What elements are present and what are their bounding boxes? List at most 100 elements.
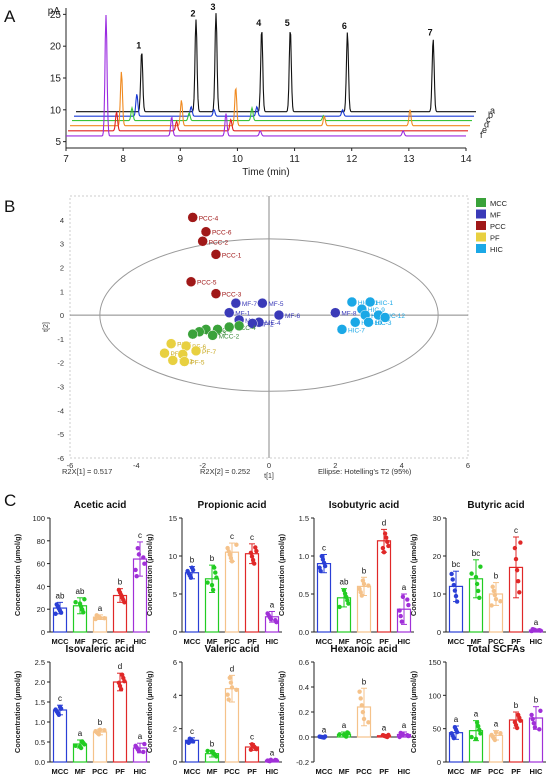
data-point	[386, 543, 391, 549]
bar-pcc	[224, 551, 240, 633]
y-tick-label: 4	[60, 216, 64, 225]
y-axis-label: pA	[48, 6, 61, 17]
y-tick-label: 4	[173, 691, 177, 700]
legend-swatch-mf	[476, 209, 486, 219]
data-point	[345, 598, 350, 603]
data-point	[518, 718, 523, 723]
data-point	[319, 553, 324, 559]
x-tick-label: MF	[75, 767, 86, 776]
x-tick-label: PF	[511, 637, 521, 646]
data-point	[532, 725, 538, 730]
score-point-pcc	[197, 236, 208, 247]
score-point-pf	[190, 345, 202, 357]
data-point	[337, 604, 342, 610]
data-point	[209, 582, 215, 588]
x-tick-label: MF	[75, 637, 86, 646]
significance-letter: a	[474, 710, 479, 719]
bar-pf	[376, 540, 392, 633]
score-point-hic	[346, 296, 358, 308]
data-point	[537, 727, 542, 732]
y-tick-label: 150	[428, 658, 441, 667]
data-point	[384, 535, 389, 540]
bar-subplot: Acetic acid 0 20 40 60 80 100 Concentration (µm…	[13, 500, 150, 646]
data-point	[452, 588, 458, 593]
significance-letter: d	[230, 664, 234, 673]
data-point	[122, 600, 127, 605]
bar-mcc	[184, 572, 200, 633]
x-tick-label: PCC	[356, 637, 372, 646]
data-point	[361, 716, 367, 722]
x-tick-label: PCC	[356, 767, 372, 776]
legend-label-pcc: PCC	[490, 222, 506, 231]
point-label: MF-5	[268, 301, 284, 308]
y-tick-label: 1.0	[35, 718, 45, 727]
point-label: HIC-3	[375, 320, 392, 327]
x-tick-label: PCC	[224, 767, 240, 776]
data-point	[451, 582, 456, 588]
significance-letter: a	[98, 604, 103, 613]
y-axis-label: Concentration (µmol/g)	[13, 533, 22, 616]
point-label: PCC-1	[222, 252, 242, 259]
data-point	[321, 560, 327, 565]
data-point	[102, 616, 107, 621]
data-point	[474, 581, 480, 587]
data-point	[186, 740, 191, 746]
peak-label: 5	[285, 18, 290, 28]
significance-letter: c	[322, 543, 326, 552]
trace-label-e: e	[482, 125, 487, 135]
y-tick-label: -0.2	[296, 758, 309, 767]
legend-label-hic: HIC	[490, 245, 504, 254]
y-tick-label: 60	[37, 560, 45, 569]
data-point	[531, 720, 536, 726]
y-tick-label: 2.0	[35, 678, 45, 687]
data-point	[493, 596, 499, 602]
data-point	[385, 539, 390, 545]
data-point	[214, 754, 219, 759]
y-tick-label: 0.5	[35, 738, 45, 747]
y-tick-label: 1	[60, 287, 64, 296]
data-point	[213, 570, 218, 575]
data-point	[386, 732, 391, 738]
trace-label-f: f	[480, 130, 483, 140]
y-tick-label: 2	[173, 725, 177, 734]
data-point	[142, 741, 147, 747]
y-tick-label: 1.5	[35, 698, 45, 707]
score-point-mcc	[187, 328, 198, 340]
significance-letter: a	[138, 732, 143, 741]
subplot-title: Isovaleric acid	[66, 644, 135, 655]
data-point	[398, 613, 403, 619]
significance-letter: d	[382, 518, 386, 527]
significance-letter: ab	[340, 578, 349, 587]
y-tick-label: -1	[57, 335, 64, 344]
y-tick-label: 10	[169, 552, 177, 561]
peak-label: 3	[210, 2, 215, 12]
x-tick-label: PCC	[488, 767, 504, 776]
significance-letter: b	[494, 572, 499, 581]
data-point	[118, 687, 124, 692]
significance-letter: c	[250, 533, 254, 542]
data-point	[469, 734, 474, 740]
bar-pcc	[92, 731, 108, 763]
x-tick-label: 10	[232, 154, 244, 165]
x-tick-label: MF	[339, 767, 350, 776]
x-tick-label: PF	[115, 637, 125, 646]
significance-letter: d	[118, 662, 122, 671]
data-point	[346, 601, 351, 606]
y-axis-label: Concentration (µmol/g)	[13, 670, 22, 753]
legend-label-mf: MF	[490, 211, 501, 220]
x-tick-label: PCC	[92, 767, 108, 776]
x-tick-label: HIC	[530, 637, 544, 646]
data-point	[96, 732, 102, 737]
significance-letter: c	[250, 733, 254, 742]
point-label: HIC-8	[371, 313, 388, 320]
y-tick-label: 15	[50, 74, 62, 85]
significance-letter: b	[210, 739, 215, 748]
data-point	[360, 578, 366, 583]
x-tick-label: 14	[460, 154, 472, 165]
x-tick-label: 11	[289, 154, 300, 165]
data-point	[229, 559, 235, 564]
data-point	[357, 689, 362, 694]
legend-label-pf: PF	[490, 234, 500, 243]
score-point-mf	[247, 318, 258, 329]
